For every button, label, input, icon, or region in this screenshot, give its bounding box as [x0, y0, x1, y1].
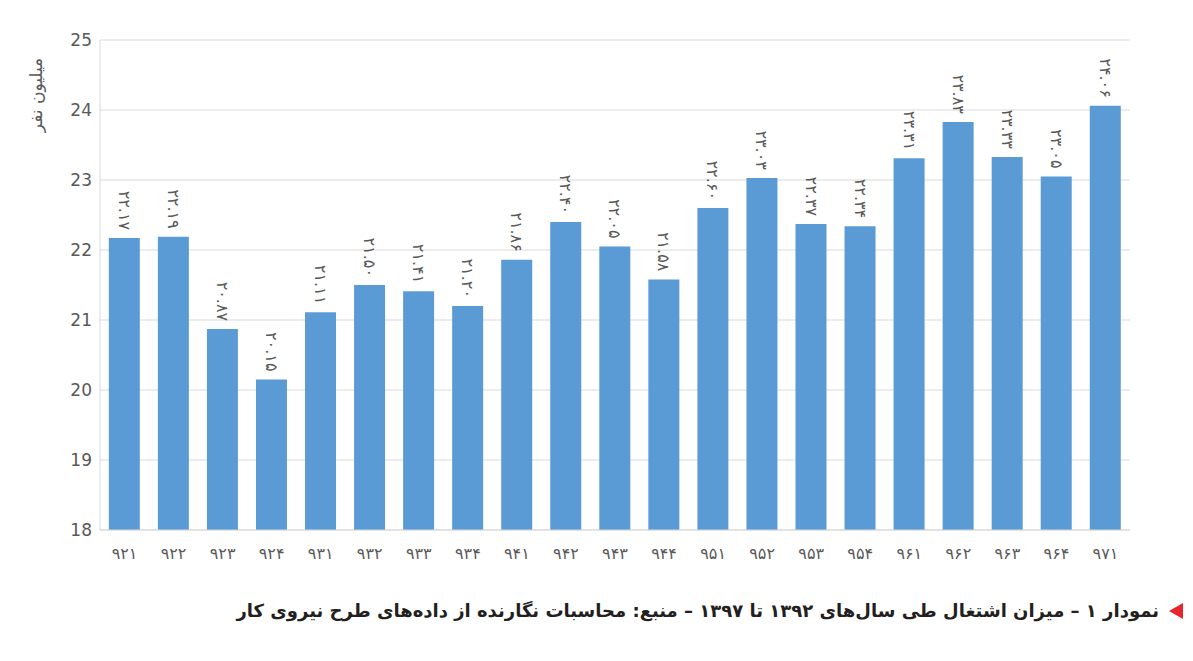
svg-text:۲۱.۱۱: ۲۱.۱۱: [311, 265, 330, 304]
svg-text:۹۳۴: ۹۳۴: [455, 544, 481, 563]
svg-text:۲۲.۳۷: ۲۲.۳۷: [801, 177, 820, 217]
svg-text:۲۳.۳۱: ۲۳.۳۱: [900, 111, 919, 150]
svg-text:۹۴۴: ۹۴۴: [651, 544, 677, 563]
svg-text:۲۱.۲۰: ۲۱.۲۰: [458, 259, 477, 298]
svg-text:24: 24: [70, 100, 92, 120]
svg-text:۹۶۳: ۹۶۳: [994, 544, 1020, 563]
svg-text:۹۵۱: ۹۵۱: [700, 544, 726, 563]
svg-text:۹۴۳: ۹۴۳: [602, 544, 628, 563]
svg-text:۹۶۴: ۹۶۴: [1044, 544, 1070, 563]
svg-text:19: 19: [70, 450, 92, 470]
svg-text:۲۰.۱۵: ۲۰.۱۵: [262, 332, 281, 371]
svg-text:۲۱.۴۱: ۲۱.۴۱: [409, 244, 428, 283]
svg-text:۲۱.۵۸: ۲۱.۵۸: [654, 232, 673, 272]
svg-text:۹۶۲: ۹۶۲: [945, 544, 971, 563]
svg-text:۹۶۱: ۹۶۱: [896, 544, 922, 563]
svg-text:۹۲۱: ۹۲۱: [112, 544, 138, 563]
svg-text:۹۵۳: ۹۵۳: [798, 544, 824, 563]
svg-text:۲۲.۰۵: ۲۲.۰۵: [605, 199, 624, 238]
svg-text:۹۴۱: ۹۴۱: [504, 544, 530, 563]
svg-text:۹۵۲: ۹۵۲: [749, 544, 775, 563]
svg-text:۲۳.۳۳: ۲۳.۳۳: [998, 109, 1017, 149]
svg-text:۲۳.۰۳: ۲۳.۰۳: [752, 130, 771, 170]
svg-text:۲۱.۵۰: ۲۱.۵۰: [360, 238, 379, 277]
svg-text:21: 21: [70, 310, 92, 330]
html-text:میلیون نفر: میلیون نفر: [26, 57, 46, 133]
svg-text:۹۲۲: ۹۲۲: [161, 544, 187, 563]
svg-text:۹۳۲: ۹۳۲: [357, 544, 383, 563]
svg-text:18: 18: [70, 520, 92, 540]
svg-text:۹۲۳: ۹۲۳: [210, 544, 236, 563]
svg-text:۲۲.۶۰: ۲۲.۶۰: [703, 161, 722, 200]
svg-text:۲۲.۱۷: ۲۲.۱۷: [115, 191, 134, 231]
svg-text:۲۲.۳۴: ۲۲.۳۴: [851, 179, 870, 218]
svg-text:۲۱.۸۶: ۲۱.۸۶: [507, 212, 526, 251]
svg-text:۹۷۱: ۹۷۱: [1093, 544, 1119, 563]
svg-text:۹۳۱: ۹۳۱: [308, 544, 334, 563]
svg-text:20: 20: [70, 380, 92, 400]
svg-text:۲۲.۱۹: ۲۲.۱۹: [164, 189, 183, 228]
html-text:نمودار ۱ – میزان اشتغال طی سال: نمودار ۱ – میزان اشتغال طی سال‌های ۱۳۹۲ …: [236, 600, 1159, 621]
svg-text:۹۳۳: ۹۳۳: [406, 544, 432, 563]
svg-text:۲۳.۰۵: ۲۳.۰۵: [1047, 129, 1066, 168]
svg-text:۲۲.۴۰: ۲۲.۴۰: [556, 175, 575, 214]
svg-text:23: 23: [70, 170, 92, 190]
svg-text:۲۴.۰۶: ۲۴.۰۶: [1096, 58, 1115, 97]
svg-text:25: 25: [70, 30, 92, 50]
svg-text:۹۲۴: ۹۲۴: [259, 544, 285, 563]
svg-text:۲۳.۸۳: ۲۳.۸۳: [949, 74, 968, 114]
svg-text:۹۵۴: ۹۵۴: [847, 544, 873, 563]
svg-text:۲۰.۸۷: ۲۰.۸۷: [213, 282, 232, 322]
svg-text:22: 22: [70, 240, 92, 260]
svg-text:۹۴۲: ۹۴۲: [553, 544, 579, 563]
